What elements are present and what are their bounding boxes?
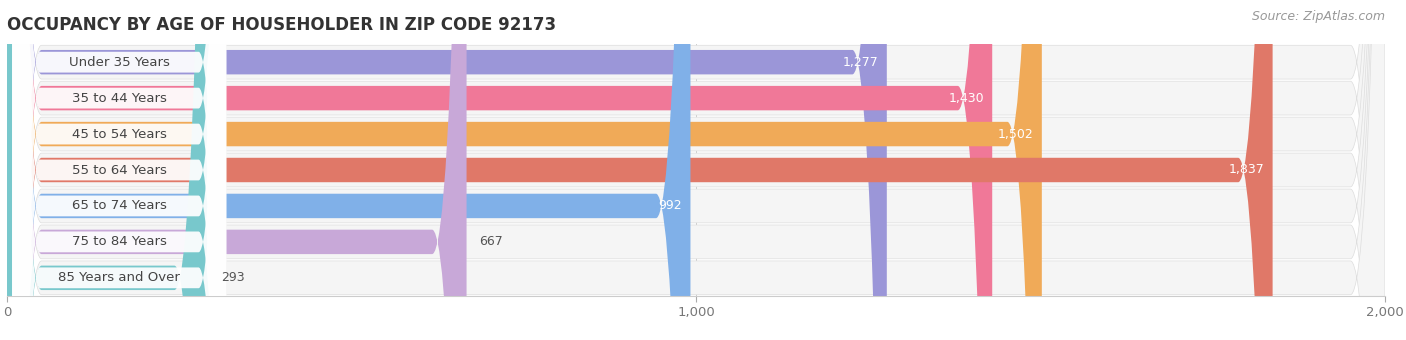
Text: 75 to 84 Years: 75 to 84 Years	[72, 235, 167, 249]
FancyBboxPatch shape	[7, 0, 1272, 340]
Text: 992: 992	[658, 200, 682, 212]
Text: 1,837: 1,837	[1229, 164, 1264, 176]
Text: OCCUPANCY BY AGE OF HOUSEHOLDER IN ZIP CODE 92173: OCCUPANCY BY AGE OF HOUSEHOLDER IN ZIP C…	[7, 16, 557, 34]
FancyBboxPatch shape	[7, 0, 209, 340]
Text: Under 35 Years: Under 35 Years	[69, 56, 170, 69]
FancyBboxPatch shape	[13, 0, 226, 340]
FancyBboxPatch shape	[7, 0, 887, 340]
FancyBboxPatch shape	[7, 0, 1385, 340]
FancyBboxPatch shape	[7, 0, 1385, 340]
FancyBboxPatch shape	[13, 0, 226, 340]
FancyBboxPatch shape	[7, 0, 993, 340]
FancyBboxPatch shape	[7, 0, 1385, 340]
Text: 35 to 44 Years: 35 to 44 Years	[72, 91, 167, 105]
Text: 1,502: 1,502	[998, 128, 1033, 140]
FancyBboxPatch shape	[13, 0, 226, 340]
FancyBboxPatch shape	[13, 0, 226, 340]
FancyBboxPatch shape	[13, 0, 226, 340]
FancyBboxPatch shape	[7, 0, 690, 340]
FancyBboxPatch shape	[13, 0, 226, 340]
Text: 1,277: 1,277	[842, 56, 879, 69]
FancyBboxPatch shape	[7, 0, 1385, 340]
Text: 667: 667	[479, 235, 503, 249]
FancyBboxPatch shape	[7, 0, 1385, 340]
Text: 55 to 64 Years: 55 to 64 Years	[72, 164, 167, 176]
FancyBboxPatch shape	[7, 0, 1385, 340]
Text: 45 to 54 Years: 45 to 54 Years	[72, 128, 167, 140]
Text: 65 to 74 Years: 65 to 74 Years	[72, 200, 167, 212]
Text: Source: ZipAtlas.com: Source: ZipAtlas.com	[1251, 10, 1385, 23]
FancyBboxPatch shape	[7, 0, 1385, 340]
Text: 85 Years and Over: 85 Years and Over	[59, 271, 180, 284]
Text: 293: 293	[221, 271, 245, 284]
FancyBboxPatch shape	[13, 0, 226, 340]
FancyBboxPatch shape	[7, 0, 1042, 340]
Text: 1,430: 1,430	[948, 91, 984, 105]
FancyBboxPatch shape	[7, 0, 467, 340]
